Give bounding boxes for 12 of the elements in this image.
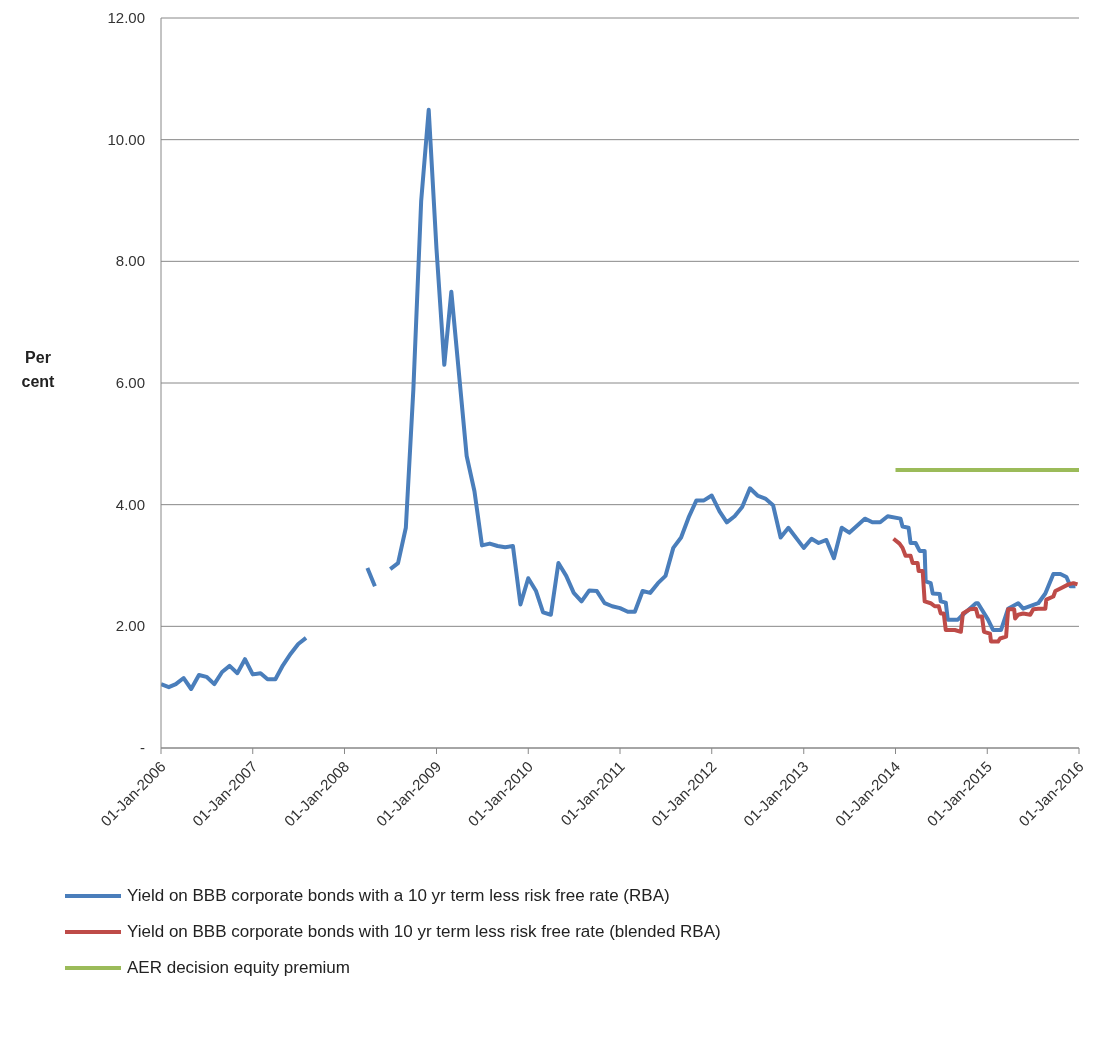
legend-label: Yield on BBB corporate bonds with 10 yr term less risk free rate (blended RBA) <box>127 922 721 942</box>
legend-label: AER decision equity premium <box>127 958 350 978</box>
legend-label: Yield on BBB corporate bonds with a 10 yr term less risk free rate (RBA) <box>127 886 670 906</box>
line-series <box>891 536 1079 644</box>
y-tick-label: 6.00 <box>115 374 145 391</box>
y-tick-label: 10.00 <box>107 130 145 148</box>
y-tick-label: 4.00 <box>115 495 145 513</box>
y-tick-label: 12.00 <box>107 9 145 26</box>
y-axis-title: Per cent <box>21 349 56 390</box>
y-tick-label: 2.00 <box>115 617 145 635</box>
y-tick-label: 8.00 <box>115 252 145 270</box>
y-tick-label: - <box>140 739 145 756</box>
